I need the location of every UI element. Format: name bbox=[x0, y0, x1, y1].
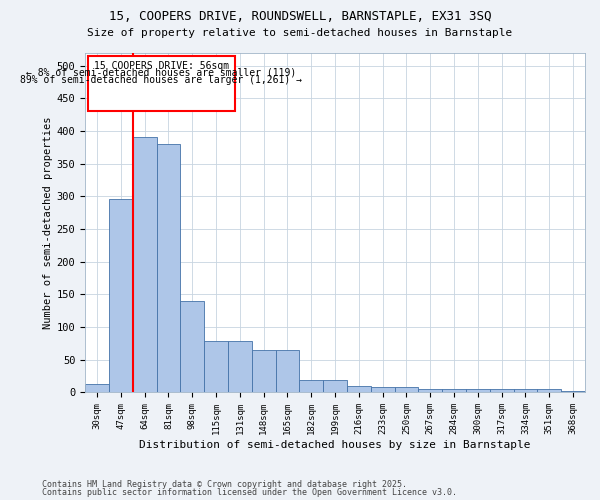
Text: 89% of semi-detached houses are larger (1,261) →: 89% of semi-detached houses are larger (… bbox=[20, 76, 302, 86]
Bar bbox=[157, 144, 181, 392]
Bar bbox=[133, 138, 157, 392]
Bar bbox=[323, 380, 347, 392]
Text: 15 COOPERS DRIVE: 56sqm: 15 COOPERS DRIVE: 56sqm bbox=[94, 61, 229, 71]
Y-axis label: Number of semi-detached properties: Number of semi-detached properties bbox=[43, 116, 53, 328]
FancyBboxPatch shape bbox=[88, 56, 235, 112]
Text: Contains public sector information licensed under the Open Government Licence v3: Contains public sector information licen… bbox=[42, 488, 457, 497]
Bar bbox=[109, 199, 133, 392]
Text: ← 8% of semi-detached houses are smaller (119): ← 8% of semi-detached houses are smaller… bbox=[26, 68, 296, 78]
Bar bbox=[299, 380, 323, 392]
Bar bbox=[275, 350, 299, 393]
Bar bbox=[181, 301, 204, 392]
Bar bbox=[347, 386, 371, 392]
Bar bbox=[538, 389, 561, 392]
X-axis label: Distribution of semi-detached houses by size in Barnstaple: Distribution of semi-detached houses by … bbox=[139, 440, 531, 450]
Text: Size of property relative to semi-detached houses in Barnstaple: Size of property relative to semi-detach… bbox=[88, 28, 512, 38]
Text: Contains HM Land Registry data © Crown copyright and database right 2025.: Contains HM Land Registry data © Crown c… bbox=[42, 480, 407, 489]
Bar bbox=[395, 387, 418, 392]
Bar bbox=[490, 389, 514, 392]
Bar bbox=[228, 342, 252, 392]
Text: 15, COOPERS DRIVE, ROUNDSWELL, BARNSTAPLE, EX31 3SQ: 15, COOPERS DRIVE, ROUNDSWELL, BARNSTAPL… bbox=[109, 10, 491, 23]
Bar bbox=[252, 350, 275, 393]
Bar bbox=[85, 384, 109, 392]
Bar bbox=[204, 342, 228, 392]
Bar bbox=[561, 390, 585, 392]
Bar bbox=[418, 388, 442, 392]
Bar bbox=[371, 387, 395, 392]
Bar bbox=[466, 389, 490, 392]
Bar bbox=[514, 389, 538, 392]
Bar bbox=[442, 389, 466, 392]
